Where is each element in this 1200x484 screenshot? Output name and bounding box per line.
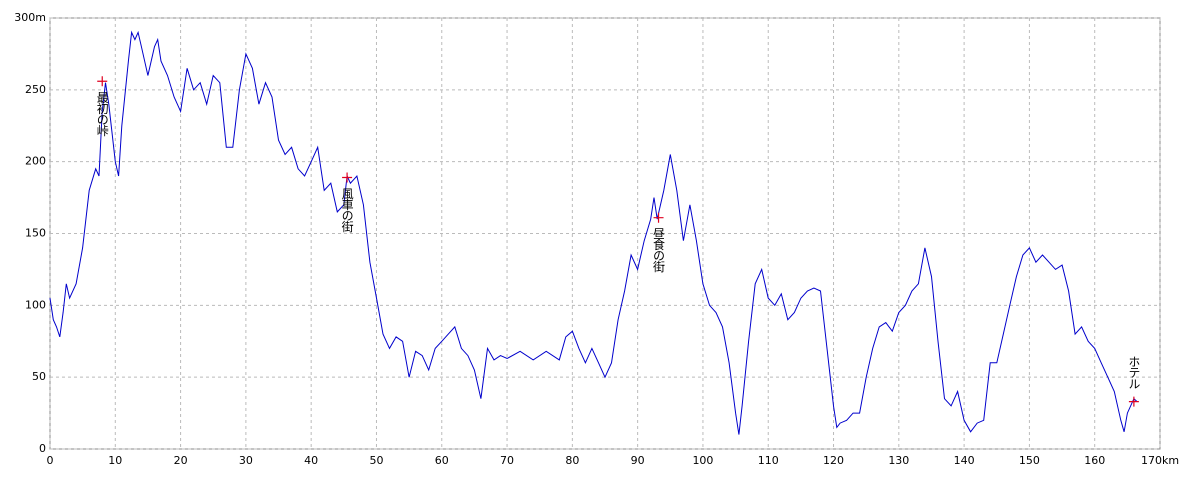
annotation-label: ホテル xyxy=(1127,355,1141,388)
annotation-marker xyxy=(653,212,664,223)
x-tick-label: 70 xyxy=(500,454,514,467)
y-tick-label: 200 xyxy=(25,155,46,168)
y-tick-label: 250 xyxy=(25,83,46,96)
x-tick-label: 130 xyxy=(888,454,909,467)
y-tick-label: 0 xyxy=(39,442,46,455)
x-tick-label: 100 xyxy=(692,454,713,467)
x-tick-label: 40 xyxy=(304,454,318,467)
annotation-marker xyxy=(97,76,108,87)
x-tick-label: 170km xyxy=(1141,454,1179,467)
annotation-marker xyxy=(342,172,353,183)
y-tick-label: 50 xyxy=(32,370,46,383)
x-tick-label: 80 xyxy=(565,454,579,467)
x-tick-label: 60 xyxy=(435,454,449,467)
x-tick-label: 90 xyxy=(631,454,645,467)
x-tick-label: 140 xyxy=(954,454,975,467)
x-tick-label: 30 xyxy=(239,454,253,467)
x-tick-label: 110 xyxy=(758,454,779,467)
annotation-marker xyxy=(1128,396,1139,407)
x-tick-label: 120 xyxy=(823,454,844,467)
x-tick-label: 160 xyxy=(1084,454,1105,467)
x-tick-label: 10 xyxy=(108,454,122,467)
y-tick-label: 300m xyxy=(14,11,46,24)
x-tick-label: 0 xyxy=(47,454,54,467)
elevation-line xyxy=(49,30,1138,435)
y-tick-label: 100 xyxy=(25,298,46,311)
annotation-label: 昼食の街 xyxy=(652,227,666,272)
y-tick-label: 150 xyxy=(25,227,46,240)
x-tick-label: 20 xyxy=(174,454,188,467)
x-tick-label: 150 xyxy=(1019,454,1040,467)
x-tick-label: 50 xyxy=(369,454,383,467)
annotation-label: 最初の峠 xyxy=(95,91,109,136)
annotation-label: 風車の街 xyxy=(340,187,354,232)
